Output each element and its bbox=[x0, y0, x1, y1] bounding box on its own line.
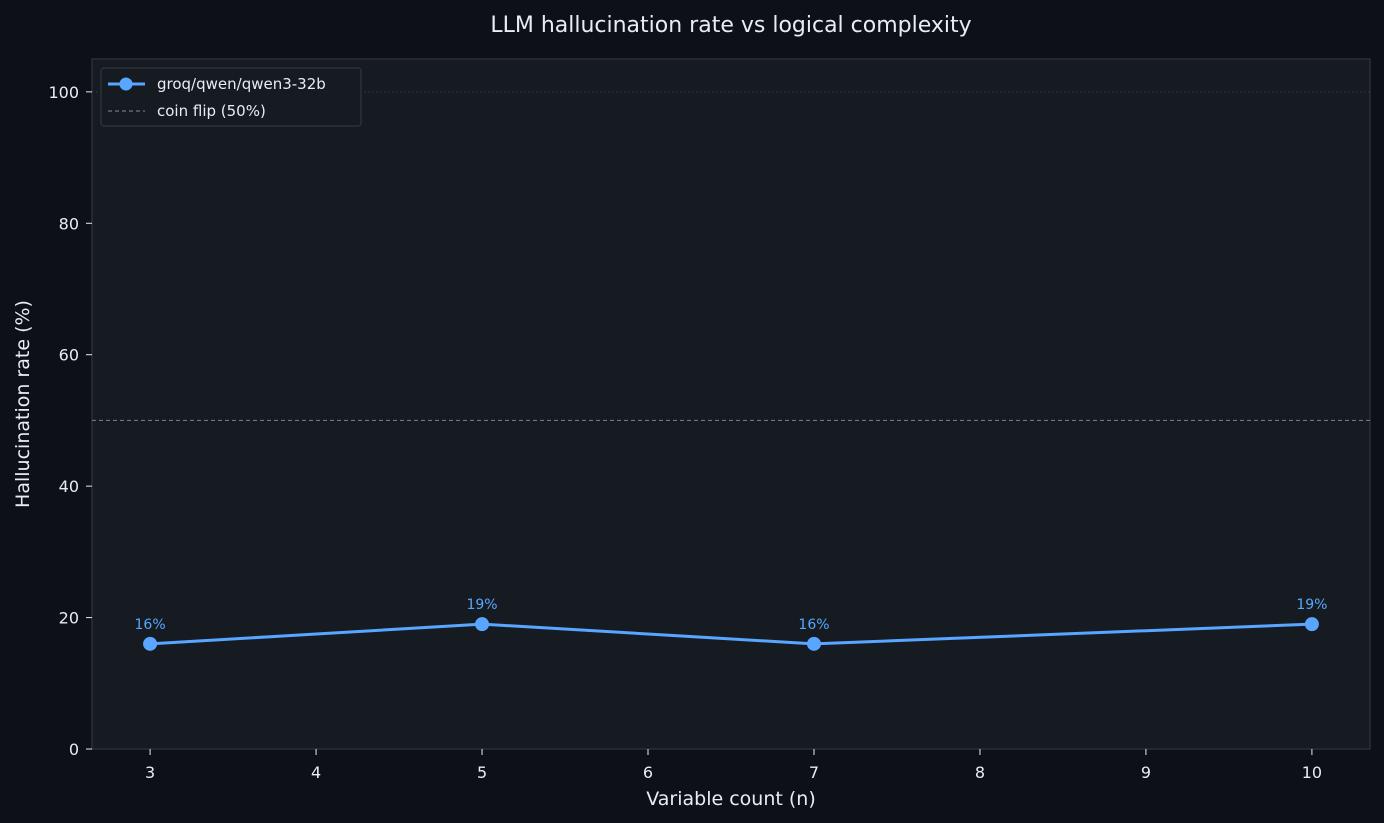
x-tick-label: 5 bbox=[477, 763, 487, 782]
y-tick-label: 60 bbox=[59, 346, 79, 365]
data-label: 16% bbox=[135, 617, 166, 633]
y-tick-label: 80 bbox=[59, 214, 79, 233]
x-tick-label: 10 bbox=[1302, 763, 1322, 782]
data-label: 16% bbox=[798, 617, 829, 633]
data-label: 19% bbox=[1296, 597, 1327, 613]
x-tick-label: 4 bbox=[311, 763, 321, 782]
y-tick-label: 20 bbox=[59, 609, 79, 628]
data-label: 19% bbox=[466, 597, 497, 613]
chart-title: LLM hallucination rate vs logical comple… bbox=[490, 13, 971, 38]
x-axis-label: Variable count (n) bbox=[646, 788, 815, 810]
x-tick-label: 6 bbox=[643, 763, 653, 782]
y-axis: 0 20 40 60 80 100 bbox=[48, 83, 92, 759]
y-tick-label: 0 bbox=[69, 740, 79, 759]
legend-coin-flip-label: coin flip (50%) bbox=[157, 102, 266, 120]
data-point bbox=[1304, 617, 1319, 632]
y-tick-label: 100 bbox=[48, 83, 79, 102]
x-axis: 3 4 5 6 7 8 9 10 bbox=[145, 749, 1322, 782]
legend: groq/qwen/qwen3-32b coin flip (50%) bbox=[100, 67, 362, 127]
plot-area bbox=[91, 58, 1371, 750]
y-tick-label: 40 bbox=[59, 477, 79, 496]
y-axis-label: Hallucination rate (%) bbox=[12, 300, 34, 508]
data-point bbox=[143, 636, 158, 651]
x-tick-label: 7 bbox=[809, 763, 819, 782]
x-tick-label: 9 bbox=[1141, 763, 1151, 782]
data-point bbox=[806, 636, 821, 651]
legend-series-label: groq/qwen/qwen3-32b bbox=[157, 75, 326, 93]
x-tick-label: 8 bbox=[975, 763, 985, 782]
series-line bbox=[150, 622, 1312, 646]
axes: 3 4 5 6 7 8 9 10 0 20 40 60 80 100 bbox=[48, 83, 1322, 782]
legend-box bbox=[100, 67, 362, 127]
legend-series-marker bbox=[119, 77, 133, 91]
data-point bbox=[475, 617, 490, 632]
series-layer: 16% 19% 16% 19% bbox=[135, 597, 1327, 651]
x-tick-label: 3 bbox=[145, 763, 155, 782]
